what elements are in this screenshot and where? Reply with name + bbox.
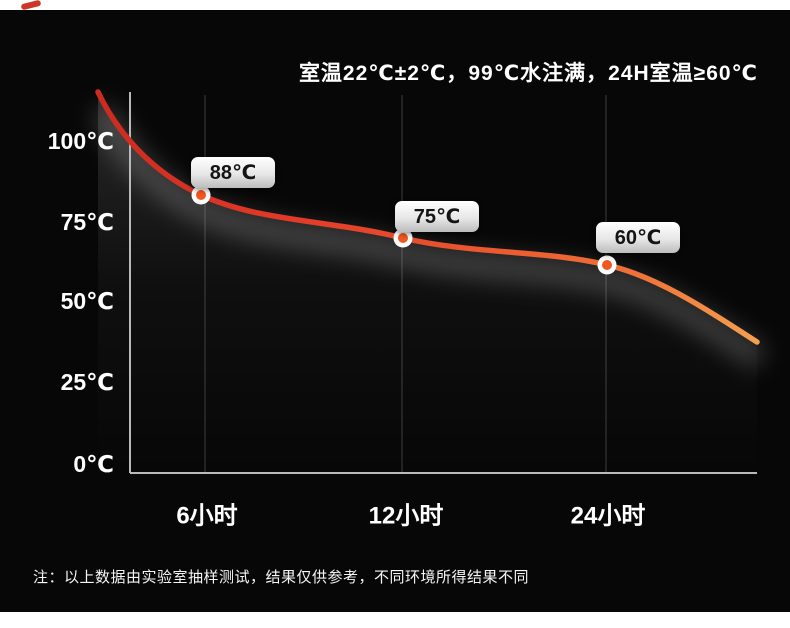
data-label-88c: 88℃ <box>191 157 275 188</box>
temperature-chart: 100℃ 75℃ 50℃ 25℃ 0℃ 6小时 12小时 24小时 <box>48 89 768 530</box>
y-tick-0: 0℃ <box>73 451 114 477</box>
curve-area-fill <box>98 92 757 472</box>
footnote: 注：以上数据由实验室抽样测试，结果仅供参考，不同环境所得结果不同 <box>33 569 530 586</box>
data-label-75c: 75℃ <box>395 201 479 232</box>
y-tick-75: 75℃ <box>61 209 114 235</box>
y-tick-50: 50℃ <box>61 288 114 314</box>
test-condition-text: 室温22℃±2℃，99℃水注满，24H室温≥60℃ <box>298 62 758 85</box>
x-tick-24h: 24小时 <box>571 503 646 530</box>
y-tick-100: 100℃ <box>48 128 114 154</box>
data-label-60c: 60℃ <box>596 222 680 253</box>
x-tick-12h: 12小时 <box>369 503 444 530</box>
marker-60c <box>597 255 617 275</box>
marker-88c <box>191 185 211 205</box>
x-tick-6h: 6小时 <box>176 503 237 530</box>
chart-panel: 室温22℃±2℃，99℃水注满，24H室温≥60℃ <box>0 10 790 612</box>
marker-75c <box>393 228 413 248</box>
y-tick-25: 25℃ <box>61 369 114 395</box>
corner-red-mark <box>20 0 42 11</box>
